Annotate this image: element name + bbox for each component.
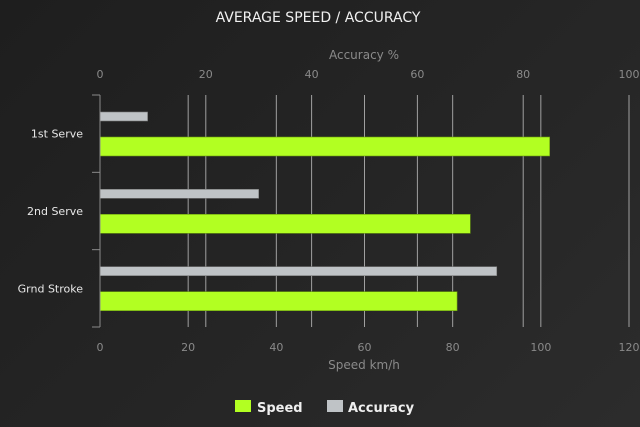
top-tick-label: 80 [516,68,530,81]
top-tick-label: 20 [199,68,213,81]
legend-swatch-speed [235,400,251,412]
bottom-tick-label: 60 [358,341,372,354]
speed-bar [99,291,458,311]
legend-label-accuracy[interactable]: Accuracy [348,401,415,416]
bottom-tick-label: 0 [97,341,104,354]
legend: Speed Accuracy [235,400,415,416]
bottom-tick-label: 40 [269,341,283,354]
accuracy-bar [99,111,148,122]
top-tick-label: 60 [410,68,424,81]
legend-swatch-accuracy [327,400,343,412]
speed-bar [99,214,471,234]
bottom-tick-label: 80 [446,341,460,354]
legend-label-speed[interactable]: Speed [257,401,303,416]
category-label: Grnd Stroke [18,282,84,295]
bottom-tick-label: 20 [181,341,195,354]
top-tick-label: 100 [619,68,640,81]
top-tick-label: 40 [305,68,319,81]
bottom-tick-label: 120 [619,341,640,354]
chart-title: AVERAGE SPEED / ACCURACY [216,10,421,26]
top-tick-label: 0 [97,68,104,81]
bottom-axis-label: Speed km/h [328,358,400,372]
category-label: 1st Serve [31,128,83,141]
accuracy-bar [99,189,259,199]
category-label: 2nd Serve [27,205,83,218]
accuracy-bar [99,266,498,276]
top-axis-label: Accuracy % [329,48,399,62]
speed-bar [99,136,550,157]
bottom-tick-label: 100 [530,341,551,354]
